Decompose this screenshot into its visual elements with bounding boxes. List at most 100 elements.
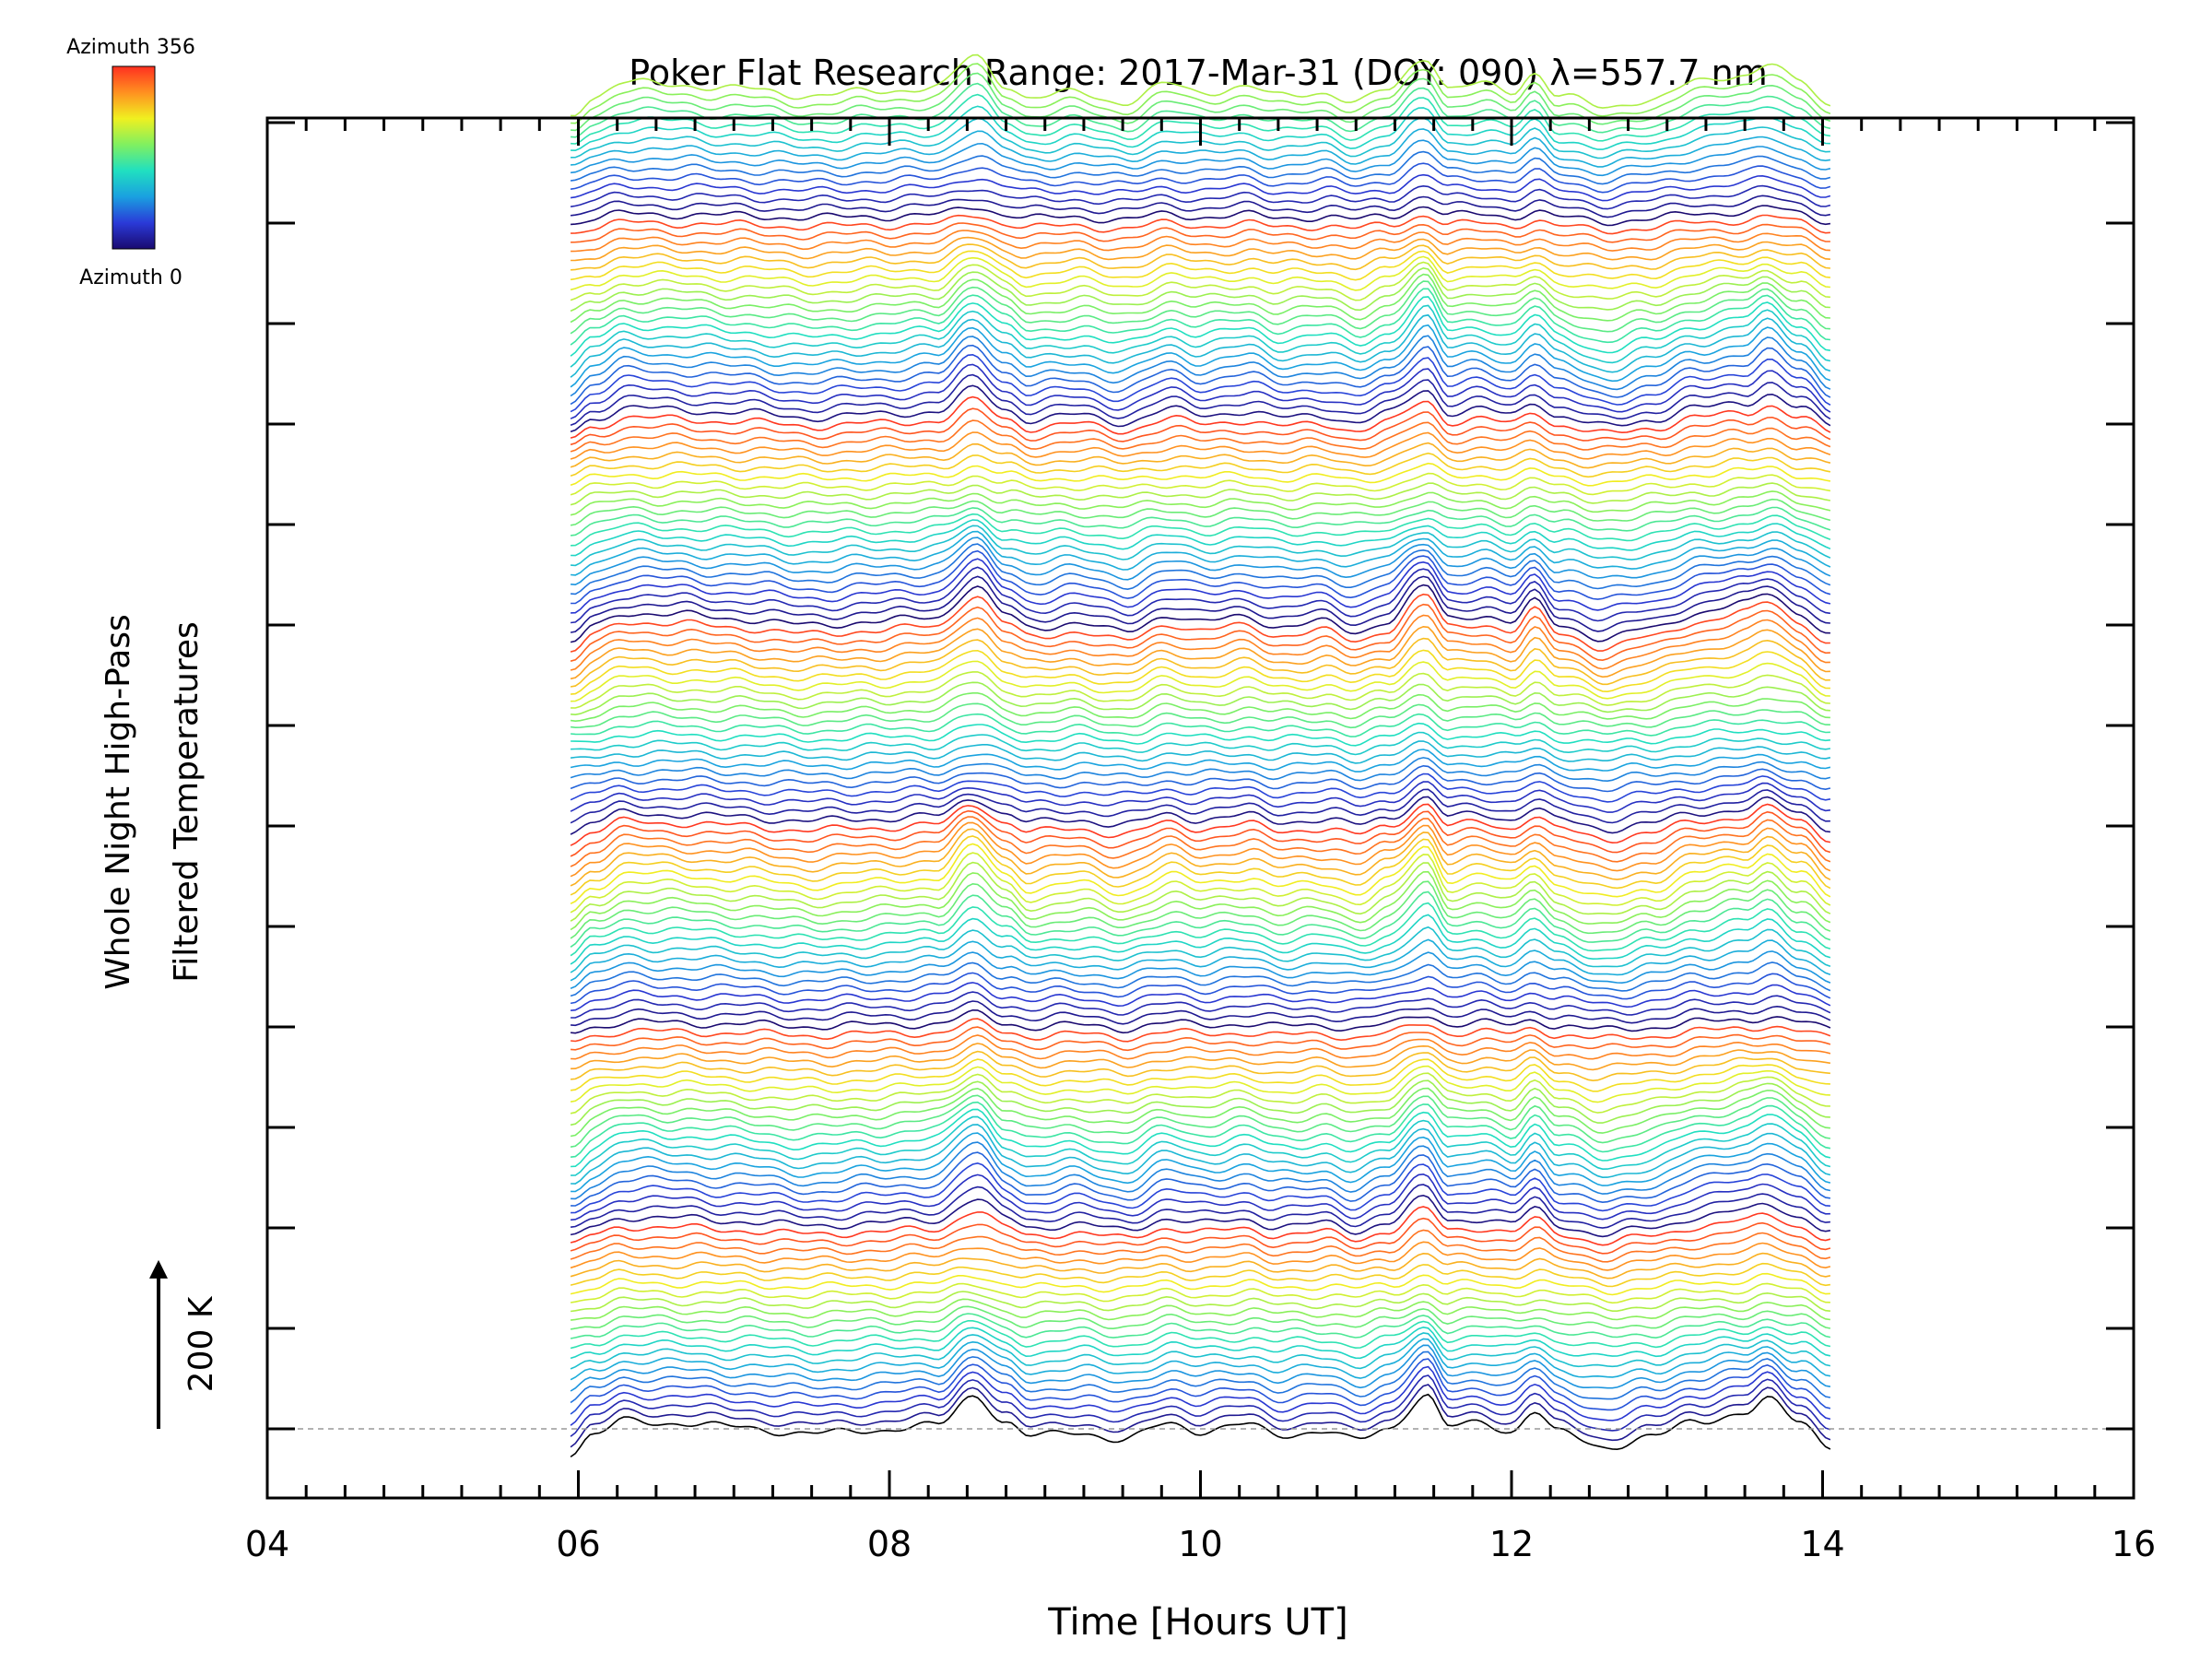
series-line bbox=[570, 280, 1830, 335]
series-line bbox=[570, 1393, 1831, 1458]
x-tick-label: 12 bbox=[1489, 1524, 1534, 1564]
series-line bbox=[570, 1087, 1830, 1138]
series-line bbox=[570, 1206, 1831, 1246]
series-line bbox=[571, 530, 1831, 576]
series-line bbox=[570, 637, 1830, 688]
series-line bbox=[570, 1291, 1830, 1313]
x-tick-label: 08 bbox=[867, 1524, 912, 1564]
series-line bbox=[571, 1124, 1831, 1185]
series-line bbox=[570, 816, 1831, 867]
series-line bbox=[571, 195, 1831, 218]
series-line bbox=[570, 313, 1831, 378]
series-line bbox=[570, 880, 1831, 939]
series-line bbox=[571, 1000, 1831, 1027]
series-line bbox=[571, 702, 1830, 729]
series-line bbox=[571, 692, 1830, 723]
series-line bbox=[570, 835, 1831, 896]
series-line bbox=[570, 1079, 1830, 1126]
series-line bbox=[570, 603, 1830, 662]
series-line bbox=[571, 128, 1831, 168]
series-line bbox=[571, 649, 1830, 695]
series-line bbox=[570, 184, 1831, 210]
series-line bbox=[570, 335, 1831, 397]
series-line bbox=[570, 1262, 1831, 1288]
series-line bbox=[571, 1173, 1830, 1221]
colorbar-top-label: Azimuth 356 bbox=[66, 36, 195, 59]
series-line bbox=[570, 384, 1831, 432]
series-line bbox=[571, 991, 1831, 1019]
series-line bbox=[570, 324, 1831, 388]
series-line bbox=[570, 273, 1830, 324]
x-tick-labels: 04 06 08 10 12 14 16 bbox=[245, 1524, 2156, 1564]
series-line bbox=[570, 926, 1831, 973]
series-line bbox=[571, 525, 1831, 567]
series-line bbox=[570, 419, 1831, 453]
series-line bbox=[570, 1350, 1831, 1404]
series-line bbox=[571, 214, 1830, 235]
series-line bbox=[570, 614, 1830, 671]
series-line bbox=[571, 1132, 1831, 1193]
series-line bbox=[571, 1101, 1831, 1158]
series-line bbox=[570, 452, 1831, 478]
series-line bbox=[570, 950, 1831, 989]
series-line bbox=[571, 1018, 1831, 1043]
series-line bbox=[570, 796, 1830, 835]
series-line bbox=[571, 1026, 1831, 1052]
series-line bbox=[570, 353, 1831, 413]
series-line bbox=[571, 537, 1831, 586]
series-line bbox=[570, 304, 1831, 368]
series-line bbox=[570, 344, 1831, 406]
series-line bbox=[570, 1272, 1830, 1296]
scale-arrow-head bbox=[149, 1259, 168, 1279]
series-line bbox=[571, 205, 1831, 227]
series-line bbox=[571, 671, 1830, 709]
series-line bbox=[570, 1338, 1831, 1381]
series-line bbox=[571, 230, 1830, 253]
series-line bbox=[570, 1313, 1831, 1339]
series-line bbox=[570, 162, 1831, 194]
series-line bbox=[571, 713, 1830, 737]
series-line bbox=[570, 902, 1831, 957]
series-line bbox=[570, 261, 1830, 301]
series-line bbox=[570, 1384, 1831, 1448]
series-line bbox=[570, 870, 1831, 931]
series-group bbox=[570, 53, 1831, 1458]
series-line bbox=[571, 139, 1831, 177]
series-line bbox=[570, 749, 1831, 773]
series-line bbox=[570, 584, 1830, 643]
series-line bbox=[570, 1320, 1831, 1350]
series-line bbox=[570, 1229, 1831, 1263]
series-line bbox=[570, 938, 1831, 982]
series-line bbox=[571, 1151, 1831, 1207]
series-line bbox=[571, 513, 1831, 547]
series-line bbox=[571, 1162, 1830, 1214]
x-tick-label: 04 bbox=[245, 1524, 289, 1564]
series-line bbox=[570, 442, 1831, 469]
series-line bbox=[570, 828, 1831, 887]
series-line bbox=[571, 681, 1830, 716]
series-line bbox=[570, 296, 1831, 357]
series-line bbox=[571, 506, 1831, 537]
series-line bbox=[570, 373, 1831, 427]
series-line bbox=[570, 1072, 1830, 1115]
series-line bbox=[570, 1241, 1831, 1271]
series-line bbox=[571, 1141, 1831, 1200]
series-line bbox=[570, 1344, 1831, 1392]
series-line bbox=[570, 472, 1831, 496]
series-line bbox=[570, 593, 1830, 653]
colorbar-bottom-label: Azimuth 0 bbox=[79, 266, 182, 289]
series-line bbox=[570, 1094, 1831, 1148]
series-line bbox=[570, 462, 1831, 487]
series-line bbox=[570, 1305, 1831, 1330]
series-line bbox=[570, 1217, 1831, 1255]
x-axis-label: Time [Hours UT] bbox=[1047, 1601, 1347, 1644]
series-line bbox=[571, 982, 1831, 1011]
series-line bbox=[570, 150, 1831, 185]
series-line bbox=[570, 266, 1830, 313]
series-line bbox=[571, 543, 1831, 596]
series-line bbox=[570, 1358, 1831, 1415]
series-line bbox=[570, 781, 1830, 813]
series-line bbox=[570, 821, 1831, 878]
series-line bbox=[570, 803, 1831, 846]
